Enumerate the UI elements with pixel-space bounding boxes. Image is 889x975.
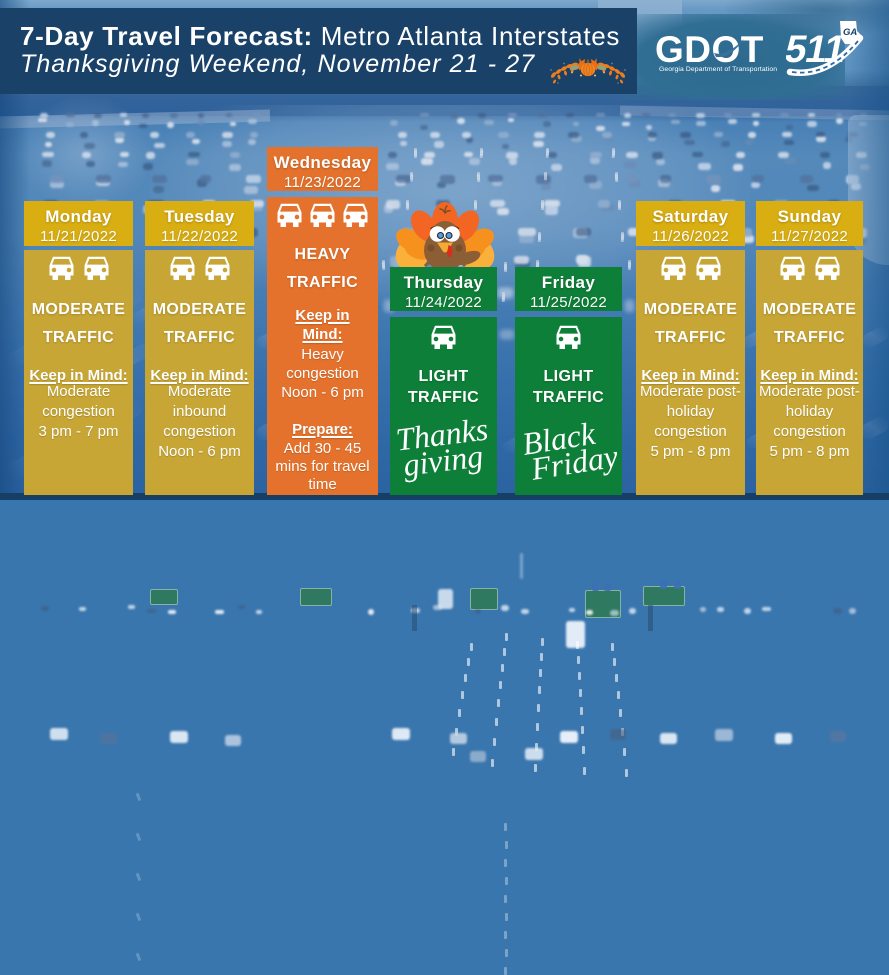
svg-text:GA: GA: [843, 27, 857, 38]
svg-text:511: 511: [786, 28, 849, 71]
